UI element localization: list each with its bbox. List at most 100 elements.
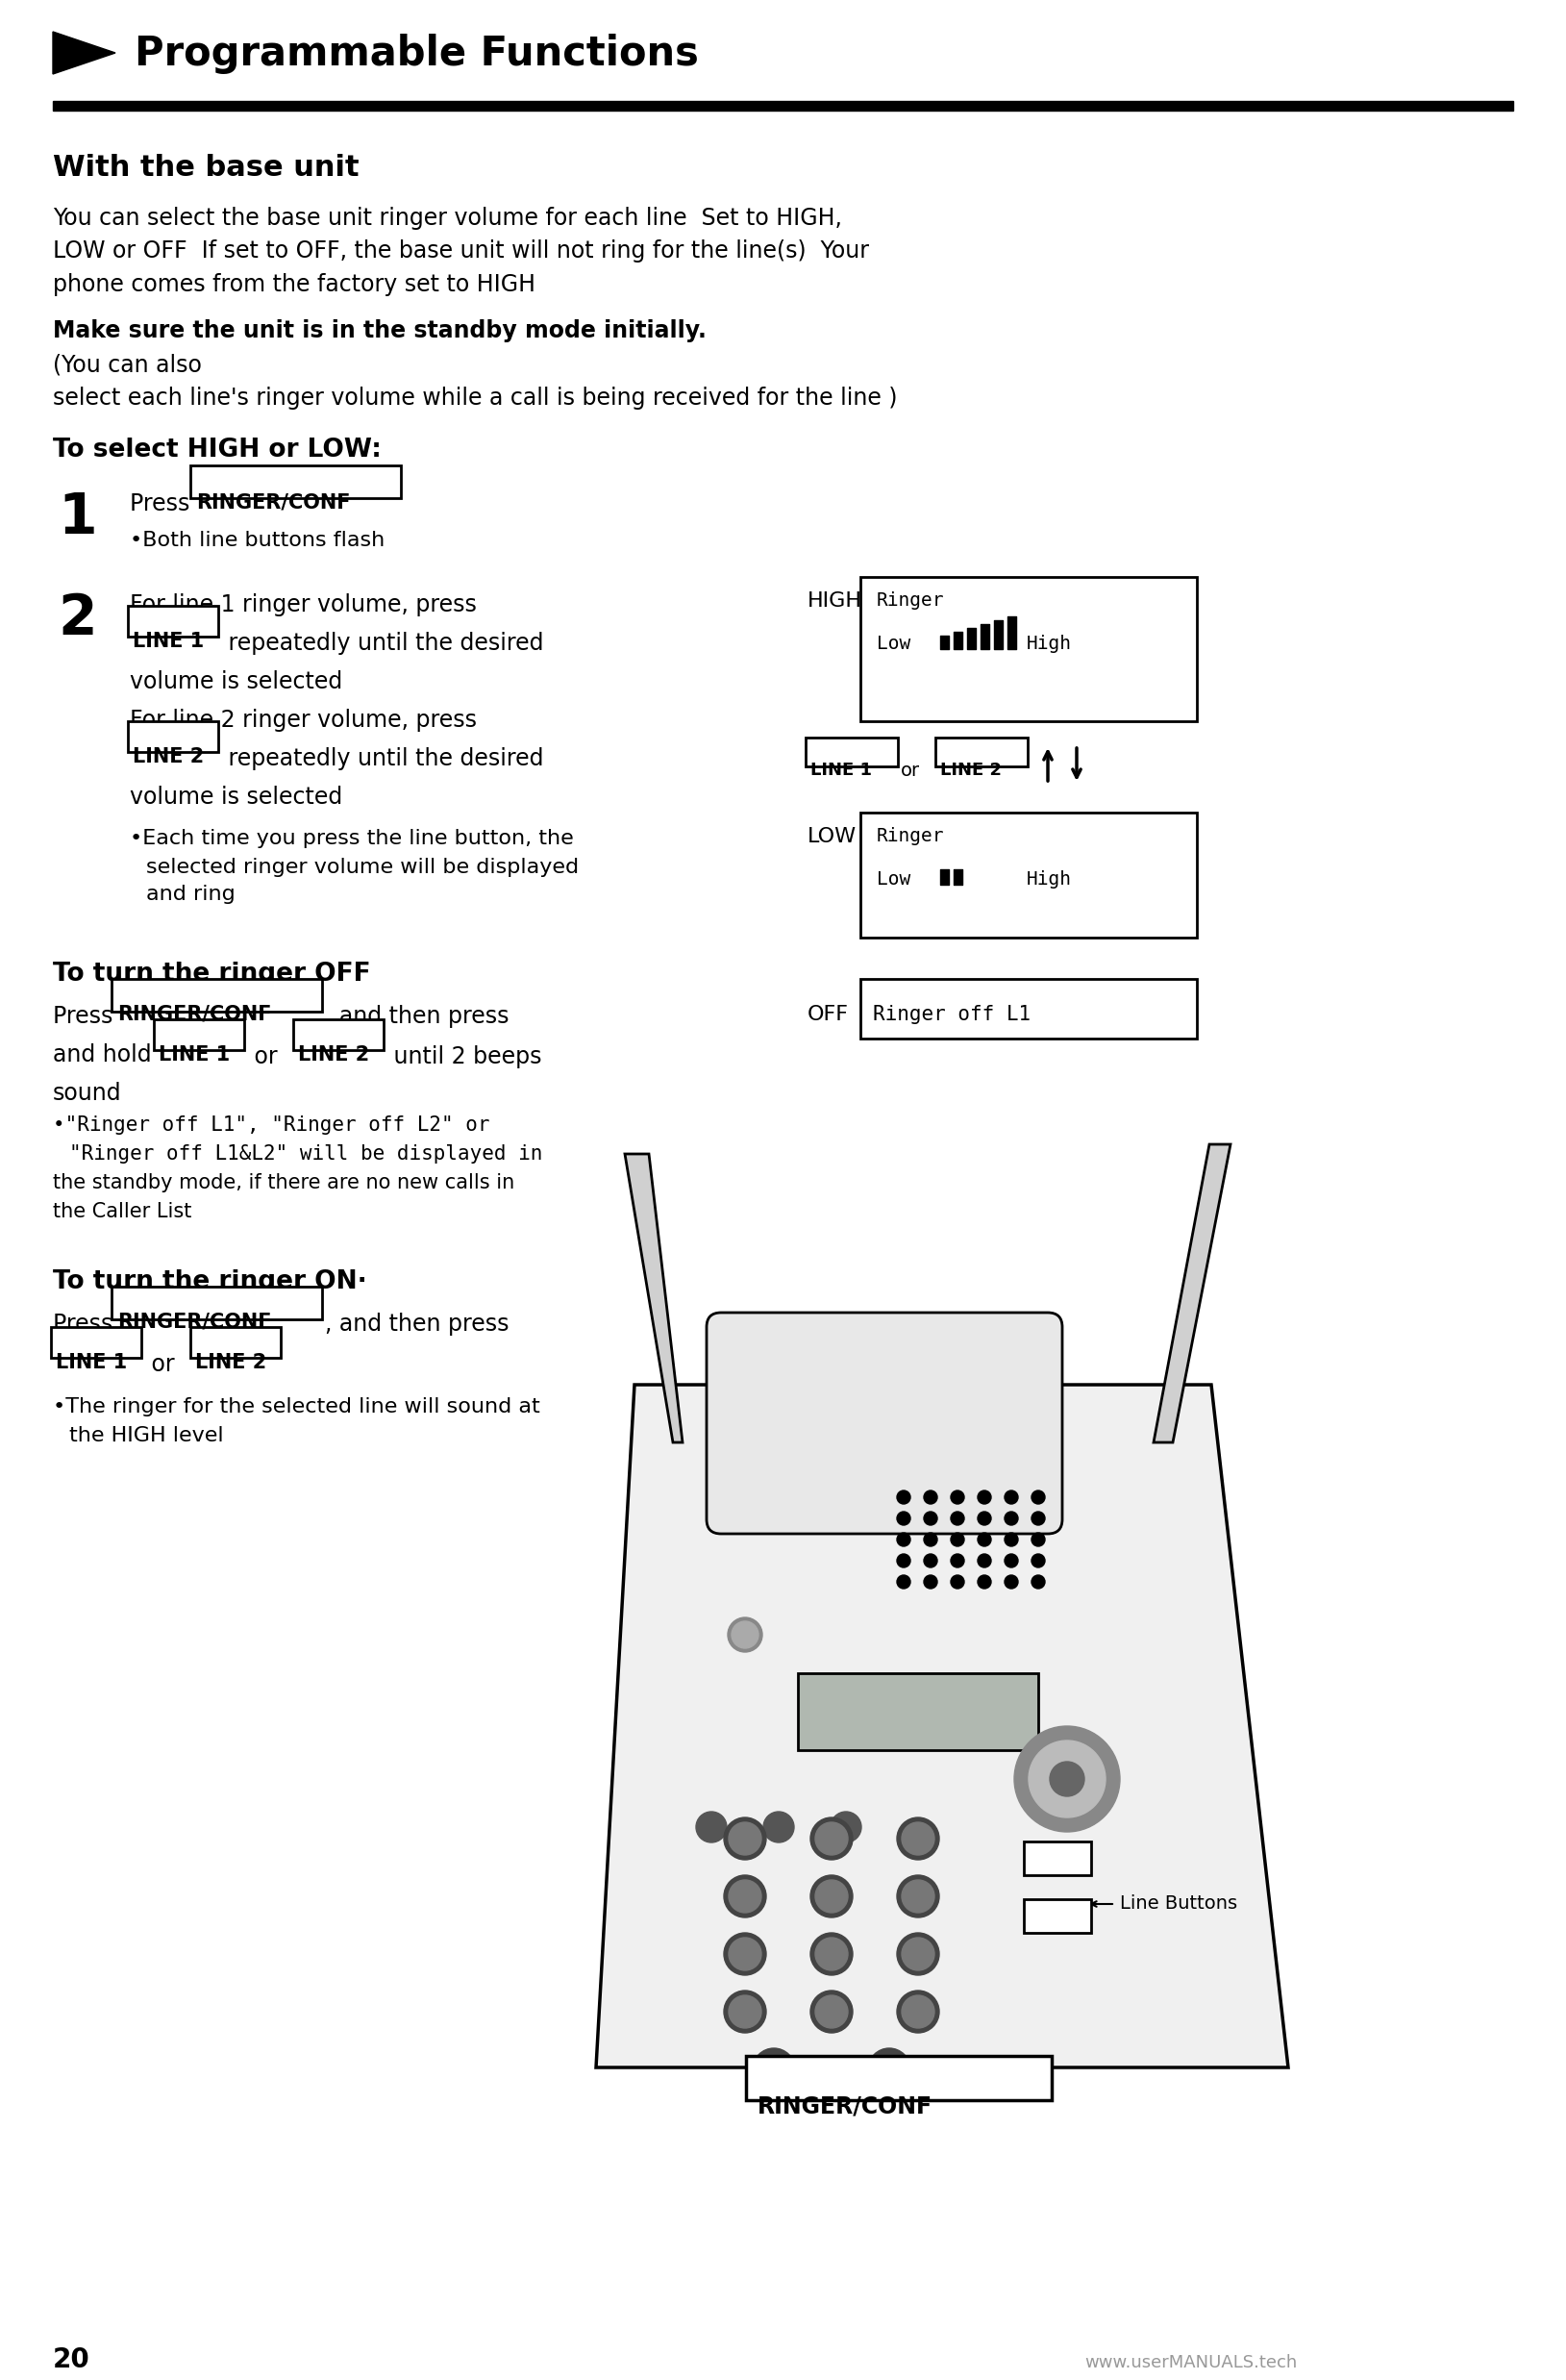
FancyBboxPatch shape xyxy=(293,1019,384,1050)
Circle shape xyxy=(723,1875,766,1918)
Circle shape xyxy=(830,1811,861,1842)
Circle shape xyxy=(810,1818,853,1859)
Text: sound: sound xyxy=(53,1083,122,1104)
Polygon shape xyxy=(1154,1145,1231,1442)
Text: Low: Low xyxy=(877,871,922,888)
Circle shape xyxy=(924,1490,938,1504)
Circle shape xyxy=(897,1875,940,1918)
Text: High: High xyxy=(1027,635,1071,652)
Circle shape xyxy=(1032,1533,1045,1547)
Text: or: or xyxy=(247,1045,285,1069)
Circle shape xyxy=(763,1811,794,1842)
Circle shape xyxy=(924,1533,938,1547)
Circle shape xyxy=(897,1490,910,1504)
Circle shape xyxy=(897,1990,940,2033)
Text: 20: 20 xyxy=(53,2347,91,2373)
Text: the Caller List: the Caller List xyxy=(53,1202,191,1221)
Circle shape xyxy=(731,1621,758,1649)
Text: Line Buttons: Line Buttons xyxy=(1120,1894,1237,1914)
Text: RINGER/CONF: RINGER/CONF xyxy=(117,1004,271,1023)
Circle shape xyxy=(1004,1511,1018,1526)
Text: the HIGH level: the HIGH level xyxy=(69,1426,224,1445)
Text: To turn the ringer OFF: To turn the ringer OFF xyxy=(53,962,371,988)
FancyBboxPatch shape xyxy=(111,978,323,1012)
Bar xyxy=(860,978,1196,1038)
Text: To turn the ringer ON·: To turn the ringer ON· xyxy=(53,1269,366,1295)
Circle shape xyxy=(951,1533,965,1547)
FancyBboxPatch shape xyxy=(745,2056,1052,2099)
Circle shape xyxy=(924,1511,938,1526)
Circle shape xyxy=(977,1511,991,1526)
Polygon shape xyxy=(625,1154,683,1442)
Circle shape xyxy=(902,1937,935,1971)
Circle shape xyxy=(816,1823,847,1854)
Circle shape xyxy=(951,1554,965,1568)
Circle shape xyxy=(728,1994,761,2028)
FancyBboxPatch shape xyxy=(191,466,401,497)
Circle shape xyxy=(977,1533,991,1547)
Text: "Ringer off L1&L2" will be displayed in: "Ringer off L1&L2" will be displayed in xyxy=(69,1145,542,1164)
Circle shape xyxy=(1004,1554,1018,1568)
Circle shape xyxy=(897,1511,910,1526)
Circle shape xyxy=(695,1811,727,1842)
Circle shape xyxy=(816,1994,847,2028)
Text: You can select the base unit ringer volume for each line  Set to HIGH,
LOW or OF: You can select the base unit ringer volu… xyxy=(53,207,869,295)
Text: until 2 beeps: until 2 beeps xyxy=(387,1045,542,1069)
Text: Programmable Functions: Programmable Functions xyxy=(135,33,698,74)
Circle shape xyxy=(951,1576,965,1587)
Text: RINGER/CONF: RINGER/CONF xyxy=(117,1314,271,1333)
Text: 2: 2 xyxy=(58,590,97,647)
Text: repeatedly until the desired: repeatedly until the desired xyxy=(221,631,543,654)
Text: selected ringer volume will be displayed: selected ringer volume will be displayed xyxy=(146,857,579,876)
Circle shape xyxy=(728,1823,761,1854)
Text: the standby mode, if there are no new calls in: the standby mode, if there are no new ca… xyxy=(53,1173,515,1192)
Text: LINE 1: LINE 1 xyxy=(133,631,204,652)
Circle shape xyxy=(810,1933,853,1975)
Circle shape xyxy=(951,1511,965,1526)
Circle shape xyxy=(977,1554,991,1568)
Circle shape xyxy=(723,1933,766,1975)
Circle shape xyxy=(753,2049,796,2090)
Text: LOW: LOW xyxy=(808,826,857,847)
Text: LINE 1: LINE 1 xyxy=(810,762,872,778)
Circle shape xyxy=(897,1533,910,1547)
Text: LINE 1: LINE 1 xyxy=(158,1045,230,1064)
Circle shape xyxy=(810,1875,853,1918)
Circle shape xyxy=(1032,1554,1045,1568)
Text: HIGH: HIGH xyxy=(808,590,863,612)
Circle shape xyxy=(1004,1490,1018,1504)
Text: Press: Press xyxy=(53,1004,121,1028)
Text: Make sure the unit is in the standby mode initially.: Make sure the unit is in the standby mod… xyxy=(53,319,706,343)
Circle shape xyxy=(728,1880,761,1914)
Text: 1: 1 xyxy=(58,490,97,545)
Circle shape xyxy=(951,1490,965,1504)
Text: LINE 2: LINE 2 xyxy=(133,747,204,766)
Circle shape xyxy=(810,1990,853,2033)
Circle shape xyxy=(902,1994,935,2028)
Circle shape xyxy=(723,1818,766,1859)
Bar xyxy=(860,812,1196,938)
Circle shape xyxy=(897,1818,940,1859)
Text: (You can also
select each line's ringer volume while a call is being received fo: (You can also select each line's ringer … xyxy=(53,355,897,409)
Text: volume is selected: volume is selected xyxy=(130,671,343,693)
Text: For line 2 ringer volume, press: For line 2 ringer volume, press xyxy=(130,709,476,731)
Circle shape xyxy=(1032,1576,1045,1587)
Text: www.userMANUALS.tech: www.userMANUALS.tech xyxy=(1085,2354,1298,2370)
Circle shape xyxy=(816,1937,847,1971)
Circle shape xyxy=(868,2049,910,2090)
FancyBboxPatch shape xyxy=(52,1328,141,1359)
Circle shape xyxy=(902,1823,935,1854)
Circle shape xyxy=(977,1490,991,1504)
FancyBboxPatch shape xyxy=(128,607,218,635)
FancyBboxPatch shape xyxy=(111,1288,323,1319)
Text: High: High xyxy=(1027,871,1071,888)
FancyBboxPatch shape xyxy=(935,738,1027,766)
Bar xyxy=(1024,1842,1092,1875)
Bar xyxy=(799,1673,1038,1749)
Circle shape xyxy=(1029,1740,1106,1818)
Text: OFF: OFF xyxy=(808,1004,849,1023)
Text: or: or xyxy=(900,762,921,781)
Text: For line 1 ringer volume, press: For line 1 ringer volume, press xyxy=(130,593,476,616)
Circle shape xyxy=(902,1880,935,1914)
Circle shape xyxy=(977,1576,991,1587)
